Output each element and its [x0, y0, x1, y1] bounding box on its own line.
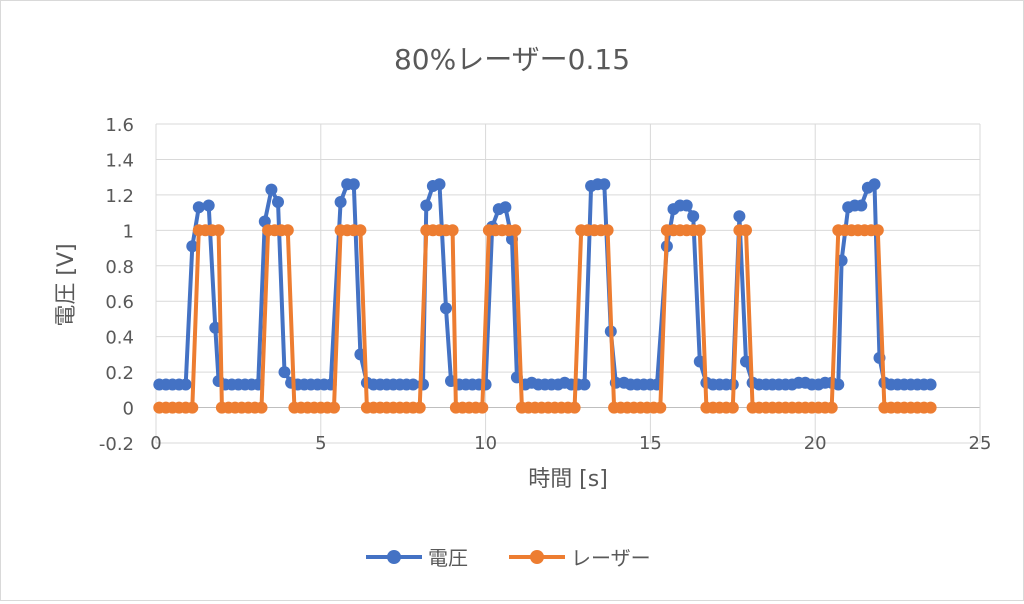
- x-tick-label: 25: [969, 433, 992, 454]
- legend-marker: [530, 550, 544, 564]
- data-point: [347, 178, 360, 191]
- data-point: [726, 401, 739, 414]
- x-tick-label: 10: [474, 433, 497, 454]
- data-point: [334, 196, 347, 208]
- data-point: [407, 378, 420, 391]
- y-tick-label: 1.4: [105, 150, 134, 171]
- y-tick-label: 1: [123, 221, 134, 242]
- legend-item: 電圧: [366, 546, 468, 570]
- data-point: [924, 378, 937, 391]
- data-point: [680, 199, 693, 212]
- data-point: [281, 224, 294, 237]
- data-point: [433, 178, 446, 191]
- data-point: [413, 401, 426, 414]
- x-tick-label: 0: [150, 433, 161, 454]
- data-point: [499, 201, 512, 214]
- y-tick-labels: -0.2 0 0.2 0.4 0.6 0.8 1 1.2 1.4 1.6: [99, 115, 134, 455]
- x-tick-label: 15: [639, 433, 662, 454]
- legend: 電圧 レーザー: [366, 546, 651, 570]
- y-tick-label: -0.2: [99, 434, 134, 455]
- data-point: [328, 401, 340, 414]
- data-point: [186, 401, 199, 414]
- data-point: [687, 210, 700, 223]
- legend-label: 電圧: [428, 546, 468, 570]
- series-2: [153, 224, 937, 414]
- y-tick-label: 0.2: [105, 363, 134, 384]
- y-tick-label: 0.4: [105, 328, 134, 349]
- data-point: [598, 178, 611, 191]
- x-axis-label: 時間 [s]: [528, 467, 608, 492]
- y-tick-label: 0.6: [105, 292, 134, 313]
- data-point: [693, 224, 706, 237]
- legend-label: レーザー: [571, 546, 651, 570]
- data-point: [601, 224, 614, 237]
- data-point: [868, 178, 881, 191]
- data-point: [209, 321, 222, 334]
- legend-item: レーザー: [509, 546, 651, 570]
- data-point: [871, 224, 884, 237]
- data-point: [654, 401, 667, 414]
- y-tick-label: 1.2: [105, 186, 134, 207]
- x-tick-label: 20: [804, 433, 827, 454]
- data-point: [186, 240, 199, 253]
- x-tick-label: 5: [315, 433, 326, 454]
- data-point: [578, 378, 591, 391]
- x-tick-labels: 0 5 10 15 20 25: [150, 433, 991, 454]
- data-point: [420, 199, 433, 212]
- data-point: [278, 366, 291, 379]
- data-point: [265, 183, 278, 196]
- data-point: [212, 224, 225, 237]
- data-point: [354, 224, 367, 237]
- data-point: [192, 201, 205, 214]
- data-point: [202, 199, 215, 212]
- data-point: [832, 378, 845, 391]
- series-layer: [153, 178, 937, 414]
- data-point: [855, 199, 868, 212]
- data-point: [476, 401, 489, 414]
- y-tick-label: 0.8: [105, 257, 134, 278]
- data-point: [825, 401, 838, 414]
- chart-title: 80%レーザー0.15: [394, 43, 630, 76]
- data-point: [509, 224, 522, 237]
- data-point: [733, 210, 746, 223]
- data-point: [179, 378, 192, 391]
- data-point: [255, 401, 268, 414]
- data-point: [440, 302, 452, 315]
- y-tick-label: 1.6: [105, 115, 134, 136]
- y-axis-label: 電圧 [V]: [54, 243, 79, 326]
- data-point: [272, 196, 284, 208]
- data-point: [446, 224, 459, 237]
- y-tick-label: 0: [123, 399, 134, 420]
- legend-marker: [387, 550, 401, 564]
- data-point: [924, 401, 937, 414]
- data-point: [740, 224, 752, 237]
- data-point: [568, 401, 581, 414]
- series-1: [153, 178, 937, 391]
